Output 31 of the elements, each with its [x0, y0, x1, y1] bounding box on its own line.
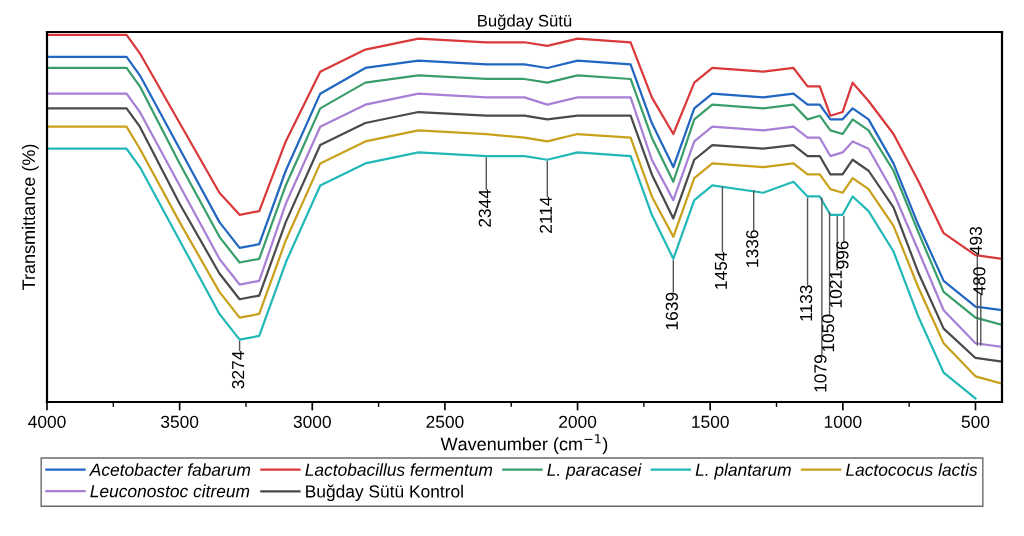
- legend-label: L. plantarum: [695, 463, 791, 480]
- x-tick-label: 500: [961, 415, 990, 428]
- legend-label: L. paracasei: [547, 463, 642, 480]
- legend-label: Buğday Sütü Kontrol: [306, 484, 463, 501]
- x-tick-label: 1000: [824, 415, 862, 428]
- y-axis-title: Transmittance (%): [21, 144, 39, 290]
- x-tick-label: 3000: [293, 415, 331, 428]
- annotation: 3274: [231, 351, 245, 389]
- annotation: 1336: [746, 230, 759, 267]
- annotation: 2344: [478, 189, 491, 227]
- annotation: 1133: [799, 285, 813, 321]
- annotation: 996: [836, 241, 849, 269]
- x-tick-label: 2500: [426, 415, 464, 428]
- x-tick-label: 2000: [559, 415, 597, 428]
- legend-label: Lactobacillus fermentum: [305, 463, 493, 476]
- annotation: 493: [969, 226, 982, 255]
- annotation: 1639: [665, 292, 678, 330]
- annotation: 2114: [539, 196, 552, 233]
- x-tick-label: 4000: [28, 415, 66, 428]
- annotation: 1050: [821, 314, 835, 352]
- chart-title: Buğday Sütü: [478, 14, 572, 30]
- x-axis-title: Wavenumber (cm$^{−1}$): [440, 434, 608, 455]
- annotation: 1079: [814, 355, 827, 392]
- annotation: 480: [973, 267, 986, 296]
- legend-label: Leuconostoc citreum: [90, 484, 250, 498]
- x-tick-label: 3500: [160, 415, 199, 428]
- legend-label: Lactococus lactis: [845, 463, 978, 476]
- x-tick-label: 1500: [692, 415, 729, 428]
- annotation: 1454: [714, 252, 728, 289]
- annotation: 1021: [829, 270, 842, 308]
- legend-label: Acetobacter fabarum: [88, 463, 251, 476]
